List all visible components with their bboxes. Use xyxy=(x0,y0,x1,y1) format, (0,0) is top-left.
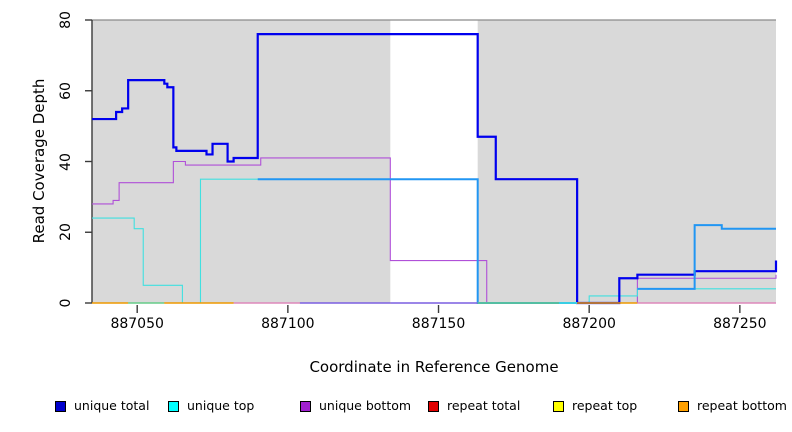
y-tick-label: 0 xyxy=(58,298,74,308)
legend-swatch-icon xyxy=(55,400,66,412)
x-tick-label: 887050 xyxy=(110,316,164,332)
legend-swatch-icon xyxy=(168,400,179,412)
legend-item-repeat-bottom[interactable]: repeat bottom xyxy=(678,396,787,416)
legend-item-unique-bottom[interactable]: unique bottom xyxy=(300,396,411,416)
legend-label: repeat top xyxy=(572,398,638,413)
legend-label: repeat bottom xyxy=(697,398,787,413)
series-line-unique-total-light-right xyxy=(637,224,776,290)
x-tick-label: 887200 xyxy=(562,316,616,332)
legend-label: unique bottom xyxy=(319,398,412,413)
y-tick-label: 20 xyxy=(58,223,74,242)
y-tick-label: 80 xyxy=(58,11,74,29)
legend-swatch-icon xyxy=(428,400,439,412)
x-tick-label: 887100 xyxy=(261,316,315,332)
legend-swatch-icon xyxy=(300,400,311,412)
legend-label: unique top xyxy=(187,398,255,413)
legend-item-unique-top[interactable]: unique top xyxy=(168,396,254,416)
y-tick-label: 40 xyxy=(58,152,74,171)
y-tick-label: 60 xyxy=(58,81,74,100)
x-tick-label: 887250 xyxy=(713,316,767,332)
legend-item-repeat-top[interactable]: repeat top xyxy=(553,396,637,416)
x-tick-label: 887150 xyxy=(411,316,466,332)
chart-legend: unique total unique top unique bottom repea… xyxy=(0,396,792,420)
legend-swatch-icon xyxy=(678,400,689,412)
legend-label: unique total xyxy=(74,398,150,413)
coverage-gap-region xyxy=(390,20,478,303)
legend-item-repeat-total[interactable]: repeat total xyxy=(428,396,520,416)
x-axis-label: Coordinate in Reference Genome xyxy=(309,358,559,376)
legend-item-unique-total[interactable]: unique total xyxy=(55,396,149,416)
legend-label: repeat total xyxy=(447,398,521,413)
legend-swatch-icon xyxy=(553,400,564,412)
series-line-unique-top xyxy=(92,178,776,304)
